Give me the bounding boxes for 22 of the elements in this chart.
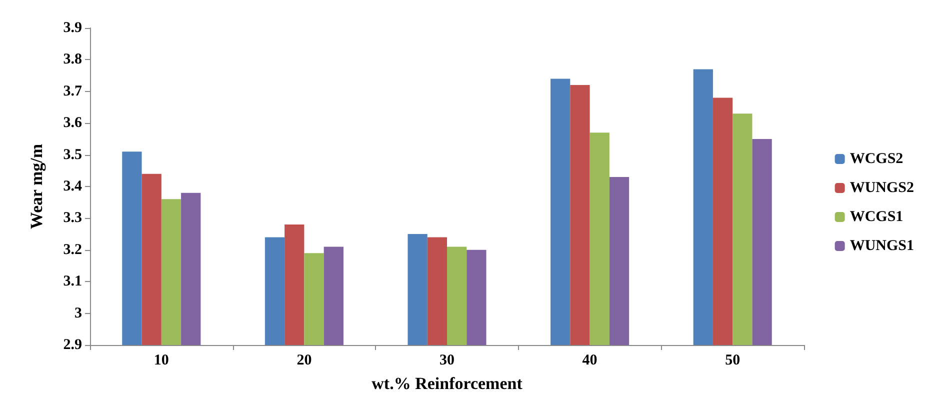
- legend-label: WUNGS1: [850, 238, 914, 254]
- x-tick-label: 30: [440, 352, 454, 368]
- y-axis-title: Wear mg/m: [27, 144, 46, 230]
- y-tick-label: 3.9: [63, 20, 82, 36]
- x-tick-label: 40: [582, 352, 598, 368]
- y-tick-label: 3.4: [63, 178, 82, 194]
- y-tick-label: 3.3: [63, 210, 82, 226]
- legend-label: WCGS2: [850, 151, 904, 167]
- x-tick-label: 50: [725, 352, 740, 368]
- y-tick-label: 3.6: [63, 115, 82, 132]
- y-tick-label: 3: [74, 305, 82, 322]
- y-tick-label: 3.7: [63, 83, 82, 100]
- x-tick-label: 20: [296, 352, 312, 368]
- x-tick-label: 10: [154, 352, 169, 368]
- y-tick-label: 3.2: [63, 242, 82, 258]
- legend-label: WUNGS2: [850, 180, 914, 196]
- legend-label: WCGS1: [850, 209, 904, 225]
- y-tick-label: 3.1: [63, 274, 82, 290]
- y-tick-label: 3.5: [63, 146, 82, 163]
- x-axis-title: wt.% Reinforcement: [372, 374, 523, 393]
- y-tick-label: 3.8: [63, 52, 82, 68]
- y-tick-label: 2.9: [63, 337, 82, 353]
